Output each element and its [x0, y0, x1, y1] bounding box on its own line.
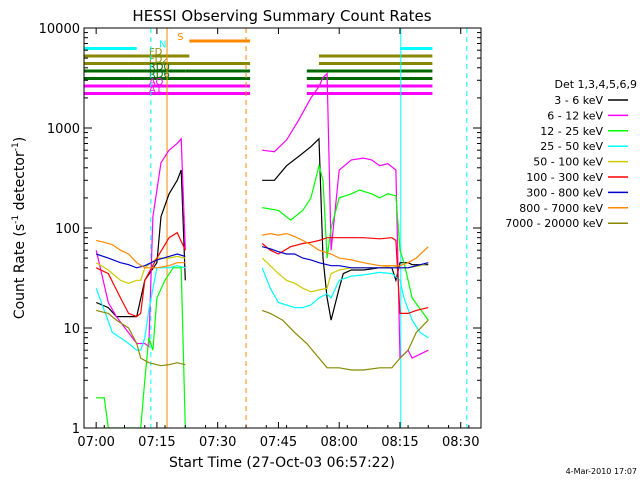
legend-title: Det 1,3,4,5,6,9 [554, 78, 637, 91]
state-label-a1: A1 [149, 85, 162, 96]
y-tick-label-3: 1000 [47, 122, 80, 137]
series-line-7 [96, 232, 429, 269]
legend: 3 - 6 keV 6 - 12 keV 12 - 25 keV 25 - 50 ke… [505, 94, 628, 230]
x-tick-label-0: 07:00 [77, 435, 114, 450]
state-label-s: S [177, 32, 183, 43]
chart-title: HESSI Observing Summary Count Rates [132, 7, 431, 25]
plot-frame [83, 27, 482, 429]
x-tick-label-2: 07:30 [199, 435, 236, 450]
series-line-6 [96, 246, 429, 269]
legend-label-6: 300 - 800 keV [526, 186, 603, 199]
series-line-5 [95, 231, 429, 318]
series-line-8 [96, 309, 429, 371]
state-label-fd: FD [149, 47, 163, 58]
state-label-rd0: RD0 [149, 62, 170, 73]
legend-label-0: 3 - 6 keV [554, 94, 603, 107]
y-tick-label-1: 10 [63, 322, 80, 337]
legend-label-5: 100 - 300 keV [526, 171, 603, 184]
series-line-1 [95, 72, 429, 360]
y-tick-label-2: 100 [55, 222, 80, 237]
x-axis: 07:00 07:15 07:30 07:45 08:00 08:15 08:30 [77, 28, 479, 450]
legend-label-7: 800 - 7000 keV [519, 202, 603, 215]
legend-label-4: 50 - 100 keV [533, 156, 603, 169]
x-tick-label-3: 07:45 [260, 435, 297, 450]
series-line-2 [96, 163, 429, 428]
series-line-0 [95, 137, 429, 321]
y-axis-label: Count Rate (s-1 detector-1) [11, 137, 28, 319]
legend-label-2: 12 - 25 keV [540, 125, 603, 138]
legend-label-3: 25 - 50 keV [540, 140, 603, 153]
legend-label-8: 7000 - 20000 keV [505, 217, 603, 230]
state-label-n: N [159, 40, 166, 51]
legend-label-1: 6 - 12 keV [547, 109, 603, 122]
x-tick-label-1: 07:15 [138, 435, 175, 450]
state-label-fd2: FD2 [149, 55, 169, 66]
y-axis: 1 10 100 1000 10000 [39, 22, 481, 437]
x-tick-label-6: 08:30 [442, 435, 479, 450]
series-line-4 [95, 255, 429, 293]
y-tick-label-0: 1 [72, 422, 80, 437]
x-tick-label-5: 08:15 [381, 435, 418, 450]
y-tick-label-4: 10000 [39, 22, 80, 37]
series-line-3 [95, 265, 429, 351]
x-tick-label-4: 08:00 [320, 435, 357, 450]
state-label-ao: AO [149, 77, 164, 88]
footer-date: 4-Mar-2010 17:07 [566, 467, 637, 476]
state-label-rd6: RD6 [149, 70, 170, 81]
x-axis-label: Start Time (27-Oct-03 06:57:22) [169, 455, 395, 471]
